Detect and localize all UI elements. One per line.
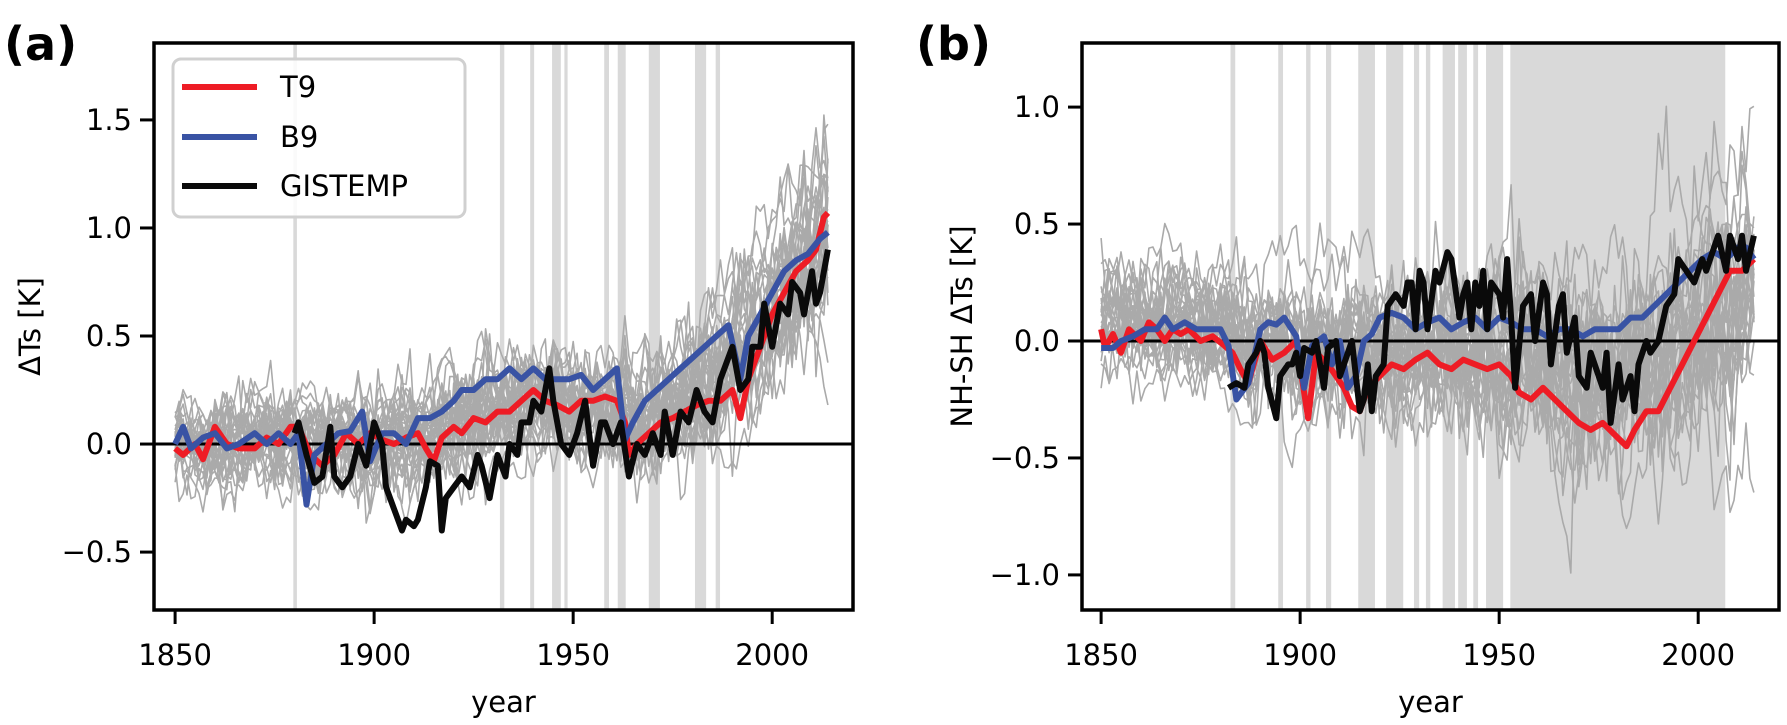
legend-label-t9: T9 — [279, 70, 316, 104]
panel-label: (a) — [4, 17, 77, 71]
legend-label-gistemp: GISTEMP — [280, 169, 408, 203]
series-line-t9 — [173, 210, 831, 469]
x-axis-label: year — [471, 685, 536, 719]
series-line-b9 — [172, 229, 830, 508]
y-tick-label: 1.0 — [1014, 90, 1060, 124]
x-tick-label: 1900 — [1263, 638, 1337, 672]
y-tick-label: 0.0 — [1014, 324, 1060, 358]
x-tick-label: 1850 — [138, 638, 212, 672]
shaded-period — [293, 43, 297, 610]
ensemble-member-line — [1100, 105, 1755, 357]
ensemble-member-line — [174, 114, 829, 477]
series-line-gistemp — [1226, 232, 1757, 426]
plot-area — [154, 43, 853, 610]
x-tick-label: 1950 — [1462, 638, 1536, 672]
y-tick-label: −0.5 — [990, 441, 1060, 475]
y-axis-label: ΔTs [K] — [13, 277, 47, 376]
panel-a: 1850 1900 1950 2000 −0.5 0.0 0.5 1.0 1.5 year ΔTs … — [4, 17, 855, 719]
ensemble-member-line — [174, 186, 829, 497]
y-axis-label: NH-SH ΔTs [K] — [945, 225, 979, 427]
legend: T9 B9 GISTEMP — [171, 57, 467, 219]
shaded-period — [530, 43, 535, 610]
x-tick-label: 1850 — [1064, 638, 1138, 672]
series-line-b9 — [1101, 244, 1757, 403]
plot-area — [1082, 43, 1779, 610]
legend-frame — [171, 57, 467, 219]
x-tick-label: 2000 — [1661, 638, 1735, 672]
y-tick-label: 0.5 — [1014, 207, 1060, 241]
y-tick-label: 1.5 — [86, 103, 132, 137]
x-tick-label: 2000 — [735, 638, 809, 672]
series-line-t9 — [1098, 256, 1757, 450]
shaded-period — [715, 43, 721, 610]
y-tick-label: 0.0 — [86, 427, 132, 461]
x-tick-label: 1950 — [536, 638, 610, 672]
panel-label: (b) — [916, 17, 991, 71]
y-tick-label: 1.0 — [86, 211, 132, 245]
axes-frame — [152, 41, 855, 612]
x-axis-label: year — [1398, 685, 1463, 719]
shaded-period — [499, 43, 505, 610]
series-line-gistemp — [291, 249, 831, 534]
axes-frame — [1080, 41, 1781, 612]
panel-b: 1850 1900 1950 2000 −1.0 −0.5 0.0 0.5 1.0 year NH-… — [916, 17, 1781, 719]
shaded-period — [617, 43, 626, 610]
shaded-period — [604, 43, 609, 610]
y-tick-label: −0.5 — [62, 535, 132, 569]
x-tick-label: 1900 — [337, 638, 411, 672]
shaded-period — [564, 43, 568, 610]
y-tick-label: −1.0 — [990, 558, 1060, 592]
shaded-period — [552, 43, 561, 610]
shaded-period — [694, 43, 707, 610]
legend-label-b9: B9 — [280, 120, 318, 154]
ensemble-member-line — [174, 255, 829, 513]
ensemble-member-line — [1100, 301, 1755, 504]
y-tick-label: 0.5 — [86, 319, 132, 353]
shaded-period — [648, 43, 660, 610]
